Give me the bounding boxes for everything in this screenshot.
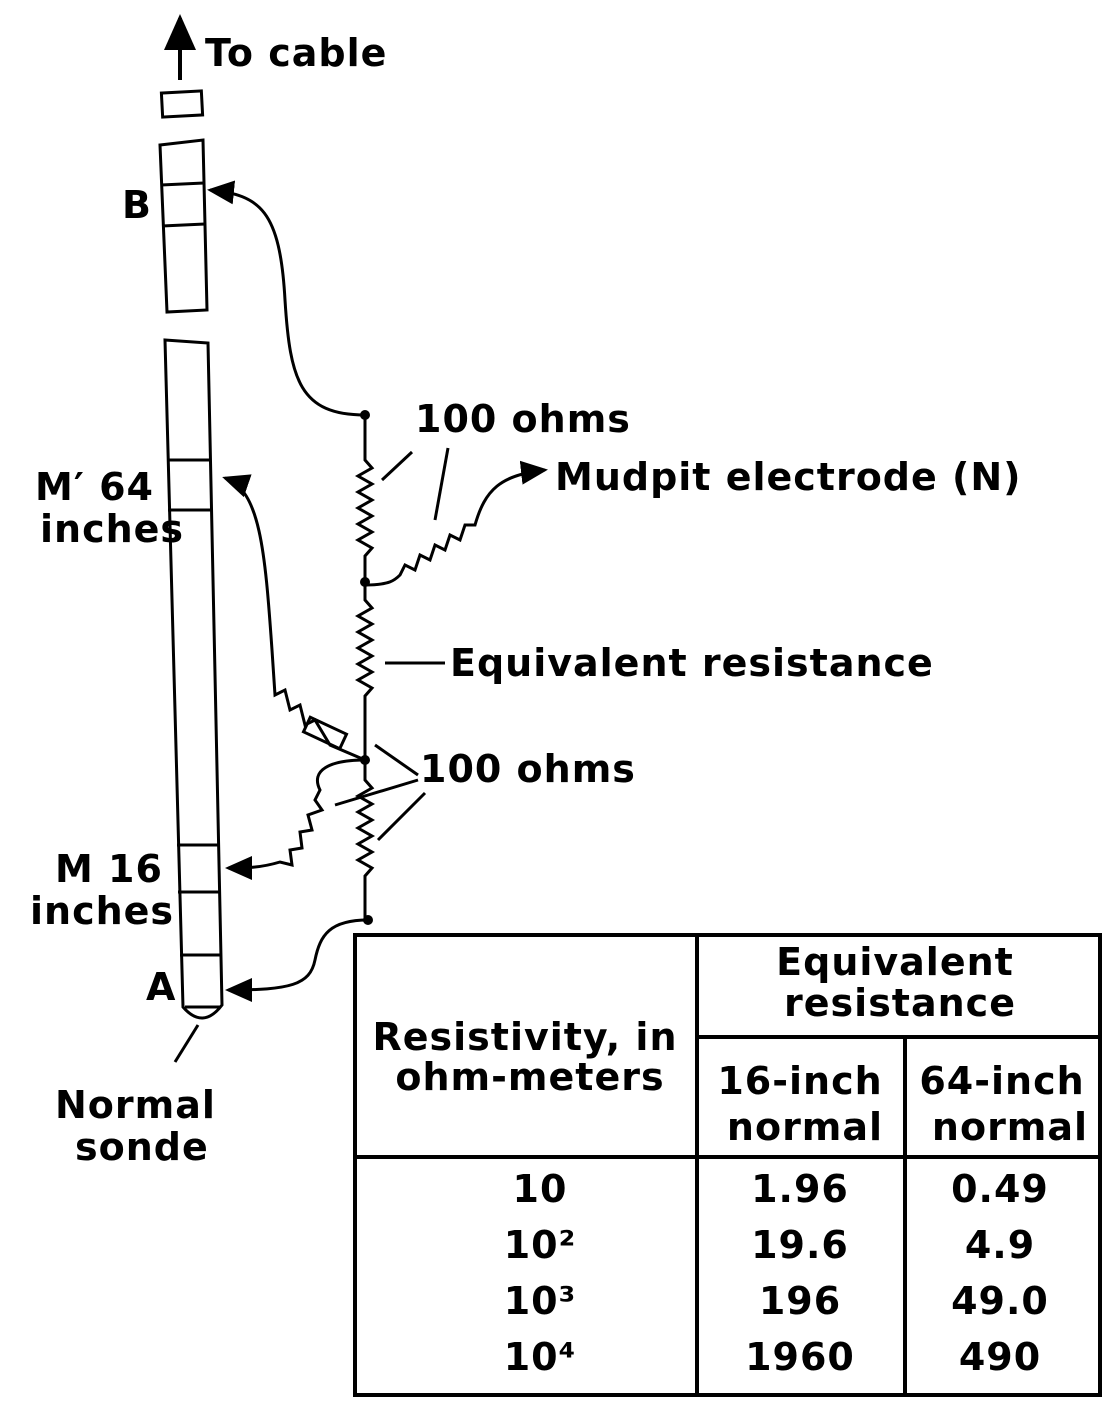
labels: To cable B 100 ohms Mudpit electrode (N)… [30, 31, 1022, 1169]
label: 100 ohms [420, 747, 636, 791]
label: sonde [75, 1125, 209, 1169]
table: Resistivity, in ohm-meters Equivalent re… [353, 933, 1102, 1397]
table-cell: 490 [959, 1335, 1041, 1379]
label: inches [30, 889, 174, 933]
table-cell: 10³ [504, 1279, 577, 1323]
label: inches [40, 507, 184, 551]
label: A [146, 965, 176, 1009]
table-header: resistance [784, 981, 1016, 1025]
label: To cable [205, 31, 387, 75]
table-header: ohm-meters [395, 1055, 664, 1099]
table-cell: 1.96 [751, 1167, 849, 1211]
label: M 16 [55, 847, 163, 891]
table-header: 64-inch [919, 1059, 1084, 1103]
table-header: Resistivity, in [372, 1015, 677, 1059]
label: M′ 64 [35, 465, 154, 509]
label: Mudpit electrode (N) [555, 455, 1022, 499]
table-header: normal [727, 1105, 883, 1149]
table-header: 16-inch [717, 1059, 882, 1103]
table-cell: 10⁴ [504, 1335, 577, 1379]
table-cell: 10 [513, 1167, 568, 1211]
label: Equivalent resistance [450, 641, 934, 685]
table-body: 10 1.96 0.49 10² 19.6 4.9 10³ 196 49.0 10⁴ 1960 490 [504, 1167, 1049, 1379]
label: Normal [55, 1083, 216, 1127]
table-header: normal [932, 1105, 1088, 1149]
table-cell: 4.9 [965, 1223, 1035, 1267]
table-cell: 1960 [745, 1335, 855, 1379]
table-header: Equivalent [776, 940, 1014, 984]
label: B [122, 183, 152, 227]
table-cell: 0.49 [951, 1167, 1049, 1211]
table-cell: 19.6 [751, 1223, 849, 1267]
sonde [158, 14, 224, 1063]
table-cell: 10² [504, 1223, 577, 1267]
circuit [207, 180, 548, 1002]
label: 100 ohms [415, 397, 631, 441]
table-cell: 49.0 [951, 1279, 1049, 1323]
table-cell: 196 [759, 1279, 841, 1323]
